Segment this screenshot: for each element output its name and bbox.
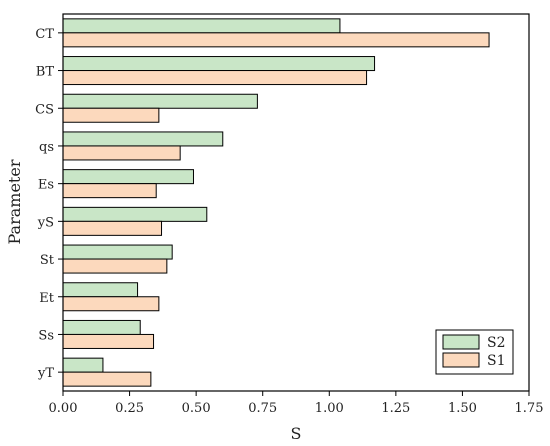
y-tick-label: yT [37, 366, 54, 381]
bar-s1-yt [62, 371, 152, 387]
x-tick-label: 1.25 [381, 401, 410, 416]
bar-s1-ct [62, 32, 490, 48]
bar-s1-cs [62, 107, 160, 123]
x-tick-label: 0.25 [115, 401, 144, 416]
plot-frame [62, 13, 530, 392]
bars-group [62, 18, 490, 387]
bar-s1-es [62, 183, 157, 199]
y-tick-label: BT [36, 65, 55, 80]
y-axis-title: Parameter [5, 159, 24, 244]
bar-s2-st [62, 244, 173, 260]
x-tick-label: 1.00 [315, 401, 344, 416]
x-tick-label: 1.50 [448, 401, 477, 416]
legend-swatch-s1 [442, 352, 480, 368]
bar-s2-es [62, 169, 194, 185]
bar-s2-ct [62, 18, 341, 34]
bar-s2-ys [62, 206, 208, 222]
y-axis: CT BT CS qs Es yS St Et Ss yT [35, 27, 63, 381]
x-axis: 0.00 0.25 0.50 0.75 1.00 1.25 1.50 1.75 [49, 391, 544, 416]
bar-s1-et [62, 296, 160, 312]
bar-s1-st [62, 258, 168, 274]
bar-s2-bt [62, 56, 376, 72]
y-tick-label: CT [35, 27, 54, 42]
bar-s1-qs [62, 145, 181, 161]
legend-label-s2: S2 [487, 335, 506, 351]
x-tick-label: 0.50 [182, 401, 211, 416]
x-tick-label: 1.75 [515, 401, 544, 416]
bar-s1-bt [62, 70, 368, 86]
legend-label-s1: S1 [487, 353, 506, 369]
bar-s2-et [62, 282, 139, 298]
x-tick-label: 0.00 [49, 401, 78, 416]
y-tick-label: yS [37, 215, 54, 230]
bar-s2-yt [62, 357, 104, 373]
bar-s1-ss [62, 333, 155, 349]
x-axis-title: S [291, 424, 302, 443]
legend-swatch-s2 [442, 334, 480, 350]
y-tick-label: qs [39, 140, 54, 155]
bar-s1-ys [62, 220, 163, 236]
bar-s2-qs [62, 131, 224, 147]
y-tick-label: CS [35, 102, 54, 117]
y-tick-label: Et [39, 291, 54, 306]
y-tick-label: Es [38, 178, 54, 193]
y-tick-label: St [40, 253, 55, 268]
x-tick-label: 0.75 [248, 401, 277, 416]
bar-s2-ss [62, 319, 141, 335]
bar-s2-cs [62, 93, 258, 109]
y-tick-label: Ss [38, 328, 54, 343]
